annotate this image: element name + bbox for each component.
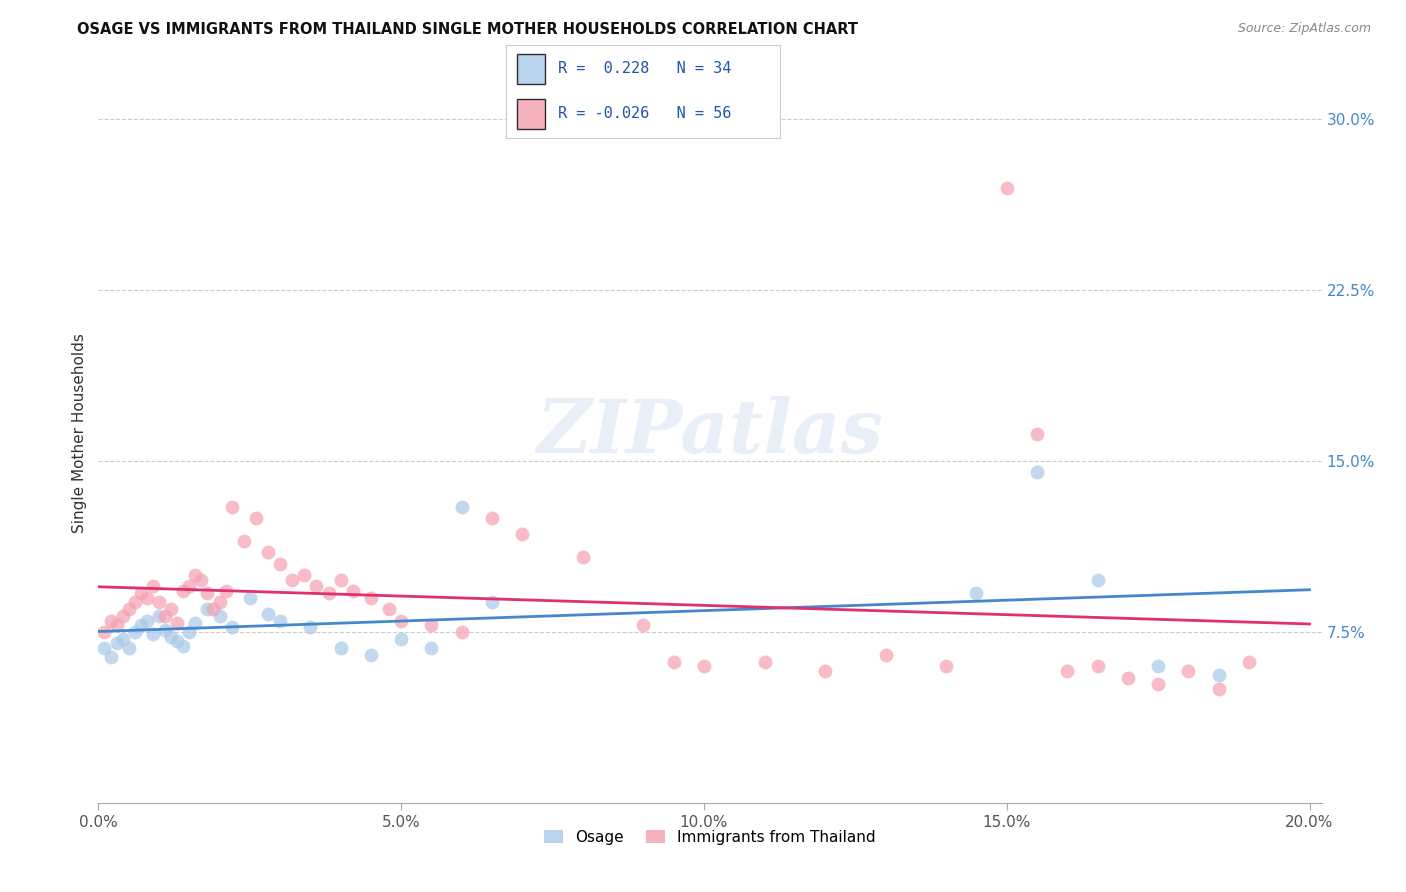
Point xyxy=(257,607,280,621)
Point xyxy=(105,636,128,650)
Point xyxy=(153,609,176,624)
Point xyxy=(1087,573,1109,587)
Legend: Osage, Immigrants from Thailand: Osage, Immigrants from Thailand xyxy=(538,823,882,851)
Point xyxy=(197,602,219,616)
Point xyxy=(420,640,443,655)
Point xyxy=(1237,655,1260,669)
Text: R =  0.228   N = 34: R = 0.228 N = 34 xyxy=(558,62,731,77)
Point xyxy=(1208,668,1230,682)
Point xyxy=(148,595,170,609)
Point xyxy=(299,620,322,634)
FancyBboxPatch shape xyxy=(517,54,544,84)
Point xyxy=(142,627,165,641)
Point xyxy=(111,632,134,646)
Point xyxy=(118,602,141,616)
Point xyxy=(93,640,115,655)
Point xyxy=(360,591,382,605)
Point xyxy=(450,500,472,514)
Point xyxy=(129,618,152,632)
Point xyxy=(360,648,382,662)
Point xyxy=(100,650,122,665)
Point xyxy=(166,615,188,630)
Point xyxy=(633,618,655,632)
Point xyxy=(160,602,183,616)
Point xyxy=(378,602,401,616)
Point xyxy=(105,618,128,632)
Point xyxy=(148,609,170,624)
Point xyxy=(172,639,194,653)
Point xyxy=(875,648,897,662)
Point xyxy=(389,632,412,646)
Point xyxy=(100,614,122,628)
Point xyxy=(1208,681,1230,696)
Point xyxy=(172,583,194,598)
Point xyxy=(208,595,231,609)
Point xyxy=(239,591,262,605)
Point xyxy=(1147,659,1170,673)
Point xyxy=(208,609,231,624)
Point xyxy=(420,618,443,632)
Point xyxy=(510,527,533,541)
Point xyxy=(481,511,503,525)
Point xyxy=(572,549,595,564)
Point xyxy=(318,586,340,600)
Point xyxy=(329,640,352,655)
Point xyxy=(124,595,146,609)
Point xyxy=(481,595,503,609)
Point xyxy=(450,624,472,639)
Point xyxy=(1116,671,1139,685)
Point xyxy=(179,624,201,639)
Point xyxy=(129,586,152,600)
Point xyxy=(184,568,207,582)
Point xyxy=(754,655,776,669)
Point xyxy=(292,568,315,582)
Point xyxy=(232,533,254,548)
Point xyxy=(814,664,837,678)
Text: ZIPatlas: ZIPatlas xyxy=(537,396,883,469)
Point xyxy=(1026,426,1049,441)
Point xyxy=(935,659,957,673)
Point xyxy=(693,659,716,673)
Point xyxy=(124,624,146,639)
Point xyxy=(1026,466,1049,480)
Point xyxy=(966,586,988,600)
Point xyxy=(93,624,115,639)
Point xyxy=(190,573,212,587)
Point xyxy=(202,602,225,616)
Point xyxy=(269,614,291,628)
Y-axis label: Single Mother Households: Single Mother Households xyxy=(72,333,87,533)
Point xyxy=(153,623,176,637)
Point xyxy=(135,591,157,605)
Point xyxy=(342,583,364,598)
Point xyxy=(1087,659,1109,673)
Point xyxy=(221,620,243,634)
Point xyxy=(166,634,188,648)
Point xyxy=(142,579,165,593)
FancyBboxPatch shape xyxy=(517,99,544,129)
Text: OSAGE VS IMMIGRANTS FROM THAILAND SINGLE MOTHER HOUSEHOLDS CORRELATION CHART: OSAGE VS IMMIGRANTS FROM THAILAND SINGLE… xyxy=(77,22,858,37)
Point xyxy=(389,614,412,628)
Point xyxy=(329,573,352,587)
Point xyxy=(269,557,291,571)
Point xyxy=(257,545,280,559)
Point xyxy=(305,579,328,593)
Point xyxy=(245,511,267,525)
Text: R = -0.026   N = 56: R = -0.026 N = 56 xyxy=(558,106,731,121)
Point xyxy=(184,615,207,630)
Point xyxy=(281,573,304,587)
Point xyxy=(662,655,685,669)
Point xyxy=(118,640,141,655)
Point xyxy=(1177,664,1199,678)
Point xyxy=(995,180,1018,194)
Point xyxy=(111,609,134,624)
Point xyxy=(221,500,243,514)
Point xyxy=(1147,677,1170,691)
Point xyxy=(197,586,219,600)
Point xyxy=(214,583,236,598)
Point xyxy=(1056,664,1078,678)
Text: Source: ZipAtlas.com: Source: ZipAtlas.com xyxy=(1237,22,1371,36)
Point xyxy=(179,579,201,593)
Point xyxy=(160,630,183,644)
Point xyxy=(135,614,157,628)
